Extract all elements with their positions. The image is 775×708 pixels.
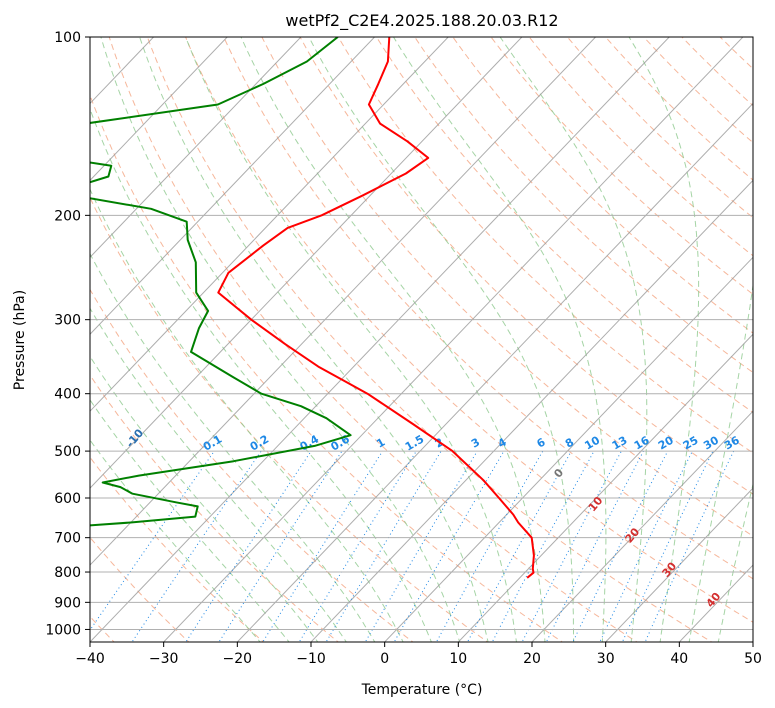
- y-tick-label: 100: [54, 30, 81, 46]
- y-tick-label: 500: [54, 444, 81, 460]
- mixing-ratio-line: [90, 450, 215, 631]
- x-tick-label: −40: [75, 651, 105, 667]
- dry-adiabat-line: [452, 37, 753, 334]
- moist-adiabat-line: [90, 107, 432, 642]
- mixing-ratio-line: [218, 450, 343, 642]
- mixing-ratio-line: [491, 450, 595, 642]
- mixing-ratio-line: [185, 450, 312, 642]
- temperature-profile-line: [217, 37, 535, 579]
- isotherm-line: [162, 37, 744, 642]
- x-axis-title: Temperature (°C): [361, 682, 483, 698]
- dry-adiabat-line: [223, 37, 753, 580]
- mixing-ratio-line: [545, 450, 644, 642]
- x-tick-label: 40: [670, 651, 688, 667]
- isotherm-line: [383, 256, 753, 642]
- dry-adiabat-line: [261, 37, 753, 537]
- mixing-ratio-line: [521, 450, 622, 642]
- mixing-ratio-line: [364, 450, 478, 642]
- mixing-ratio-line: [644, 450, 735, 642]
- isotherm-line: [310, 179, 753, 642]
- x-tick-label: −20: [223, 651, 253, 667]
- dry-adiabat-line: [414, 37, 753, 374]
- x-tick-label: 10: [449, 651, 467, 667]
- y-tick-label: 1000: [45, 622, 81, 638]
- y-tick-label: 300: [54, 313, 81, 329]
- isotherm-line: [90, 37, 597, 566]
- isotherm-line: [604, 487, 753, 642]
- background-lines: [90, 37, 753, 642]
- isotherm-line: [531, 410, 753, 642]
- dry-adiabat-line: [299, 37, 753, 495]
- isotherm-line: [457, 333, 753, 642]
- isotherm-line: [90, 37, 449, 412]
- plot-frame: [89, 36, 754, 643]
- isotherm-line: [90, 37, 523, 489]
- y-tick-label: 900: [54, 595, 81, 611]
- y-tick-label: 700: [54, 531, 81, 547]
- dry-adiabat-line: [90, 288, 414, 642]
- mixing-ratio-line: [621, 450, 714, 642]
- profile-lines: [90, 37, 535, 579]
- x-tick-label: 30: [597, 651, 615, 667]
- isotherm-line: [90, 37, 670, 642]
- x-tick-label: −30: [149, 651, 179, 667]
- mixing-ratio-line: [131, 450, 262, 642]
- mixing-ratio-line: [262, 450, 384, 642]
- y-axis-title: Pressure (hPa): [12, 290, 28, 390]
- y-tick-label: 800: [54, 565, 81, 581]
- isotherm-line: [90, 37, 228, 182]
- mixing-ratio-line: [298, 450, 417, 642]
- moist-adiabat-line: [90, 188, 404, 642]
- dry-adiabat-line: [108, 37, 638, 642]
- x-tick-label: 0: [380, 651, 389, 667]
- y-tick-label: 600: [54, 491, 81, 507]
- x-tick-label: 50: [744, 651, 762, 667]
- x-tick-label: 20: [523, 651, 541, 667]
- y-tick-label: 400: [54, 387, 81, 403]
- dewpoint-profile-line: [90, 37, 352, 578]
- isotherm-line: [90, 37, 302, 259]
- y-tick-label: 200: [54, 208, 81, 224]
- axes: −40 −30 −20 −10 0 10 20 30 40 50 100 200 300 400 500 60…: [45, 30, 762, 667]
- chart-title: wetPf2_C2E4.2025.188.20.03.R12: [285, 11, 558, 31]
- isotherm-line: [236, 102, 753, 642]
- x-tick-label: −10: [296, 651, 326, 667]
- dry-adiabat-line: [146, 37, 713, 642]
